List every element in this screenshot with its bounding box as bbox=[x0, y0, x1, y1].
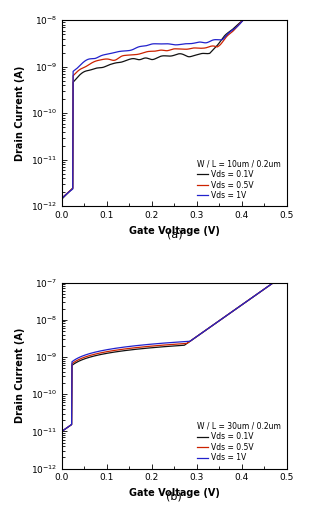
Y-axis label: Drain Current (A): Drain Current (A) bbox=[15, 328, 25, 423]
Vds = 0.1V bbox=[285, 270, 289, 277]
Vds = 0.1V bbox=[229, 309, 233, 315]
Vds = 0.5V bbox=[118, 347, 121, 353]
Vds = 1V bbox=[60, 428, 64, 435]
Vds = 1V bbox=[229, 28, 233, 34]
Vds = 0.5V bbox=[210, 43, 214, 49]
Vds = 0.1V bbox=[60, 428, 64, 435]
Vds = 0.1V bbox=[100, 351, 104, 358]
Vds = 0.5V bbox=[162, 47, 166, 53]
Vds = 0.1V bbox=[162, 344, 166, 350]
Vds = 1V bbox=[229, 309, 233, 315]
Vds = 1V bbox=[210, 323, 214, 329]
Vds = 0.1V bbox=[162, 53, 166, 59]
Vds = 0.5V bbox=[100, 349, 104, 356]
Vds = 1V bbox=[193, 335, 196, 341]
Line: Vds = 0.5V: Vds = 0.5V bbox=[62, 0, 287, 198]
Legend: Vds = 0.1V, Vds = 0.5V, Vds = 1V: Vds = 0.1V, Vds = 0.5V, Vds = 1V bbox=[195, 420, 283, 465]
Vds = 0.1V bbox=[118, 60, 121, 66]
Vds = 0.5V bbox=[285, 270, 289, 277]
Line: Vds = 0.1V: Vds = 0.1V bbox=[62, 0, 287, 199]
Line: Vds = 1V: Vds = 1V bbox=[62, 0, 287, 199]
Vds = 0.1V bbox=[229, 27, 233, 33]
Vds = 0.1V bbox=[60, 196, 64, 202]
Vds = 0.5V bbox=[60, 428, 64, 435]
Vds = 0.1V bbox=[193, 335, 196, 341]
Vds = 1V bbox=[162, 340, 166, 346]
Vds = 1V bbox=[100, 348, 104, 354]
Vds = 0.1V bbox=[193, 52, 196, 58]
Vds = 0.1V bbox=[210, 323, 214, 329]
Vds = 1V bbox=[100, 52, 104, 58]
Vds = 1V bbox=[210, 37, 214, 44]
Vds = 1V bbox=[60, 195, 64, 202]
Line: Vds = 0.5V: Vds = 0.5V bbox=[62, 273, 287, 431]
Vds = 0.5V bbox=[229, 30, 233, 36]
Line: Vds = 0.1V: Vds = 0.1V bbox=[62, 273, 287, 431]
X-axis label: Gate Voltage (V): Gate Voltage (V) bbox=[129, 488, 220, 498]
X-axis label: Gate Voltage (V): Gate Voltage (V) bbox=[129, 226, 220, 235]
Vds = 1V bbox=[118, 48, 121, 54]
Vds = 0.1V bbox=[210, 48, 214, 54]
Vds = 1V bbox=[118, 345, 121, 351]
Line: Vds = 1V: Vds = 1V bbox=[62, 273, 287, 431]
Vds = 0.5V bbox=[60, 195, 64, 201]
Y-axis label: Drain Current (A): Drain Current (A) bbox=[15, 66, 25, 161]
Vds = 1V bbox=[162, 41, 166, 47]
Vds = 0.5V bbox=[118, 54, 121, 61]
Text: (b): (b) bbox=[167, 491, 182, 502]
Vds = 0.1V bbox=[118, 348, 121, 354]
Vds = 1V bbox=[285, 270, 289, 277]
Vds = 1V bbox=[193, 40, 196, 46]
Text: (a): (a) bbox=[167, 229, 182, 240]
Vds = 0.5V bbox=[229, 309, 233, 315]
Vds = 0.1V bbox=[100, 65, 104, 71]
Vds = 0.5V bbox=[193, 335, 196, 341]
Vds = 0.5V bbox=[162, 342, 166, 348]
Vds = 0.5V bbox=[210, 323, 214, 329]
Vds = 0.5V bbox=[193, 45, 196, 51]
Legend: Vds = 0.1V, Vds = 0.5V, Vds = 1V: Vds = 0.1V, Vds = 0.5V, Vds = 1V bbox=[195, 157, 283, 203]
Vds = 0.5V bbox=[100, 56, 104, 63]
